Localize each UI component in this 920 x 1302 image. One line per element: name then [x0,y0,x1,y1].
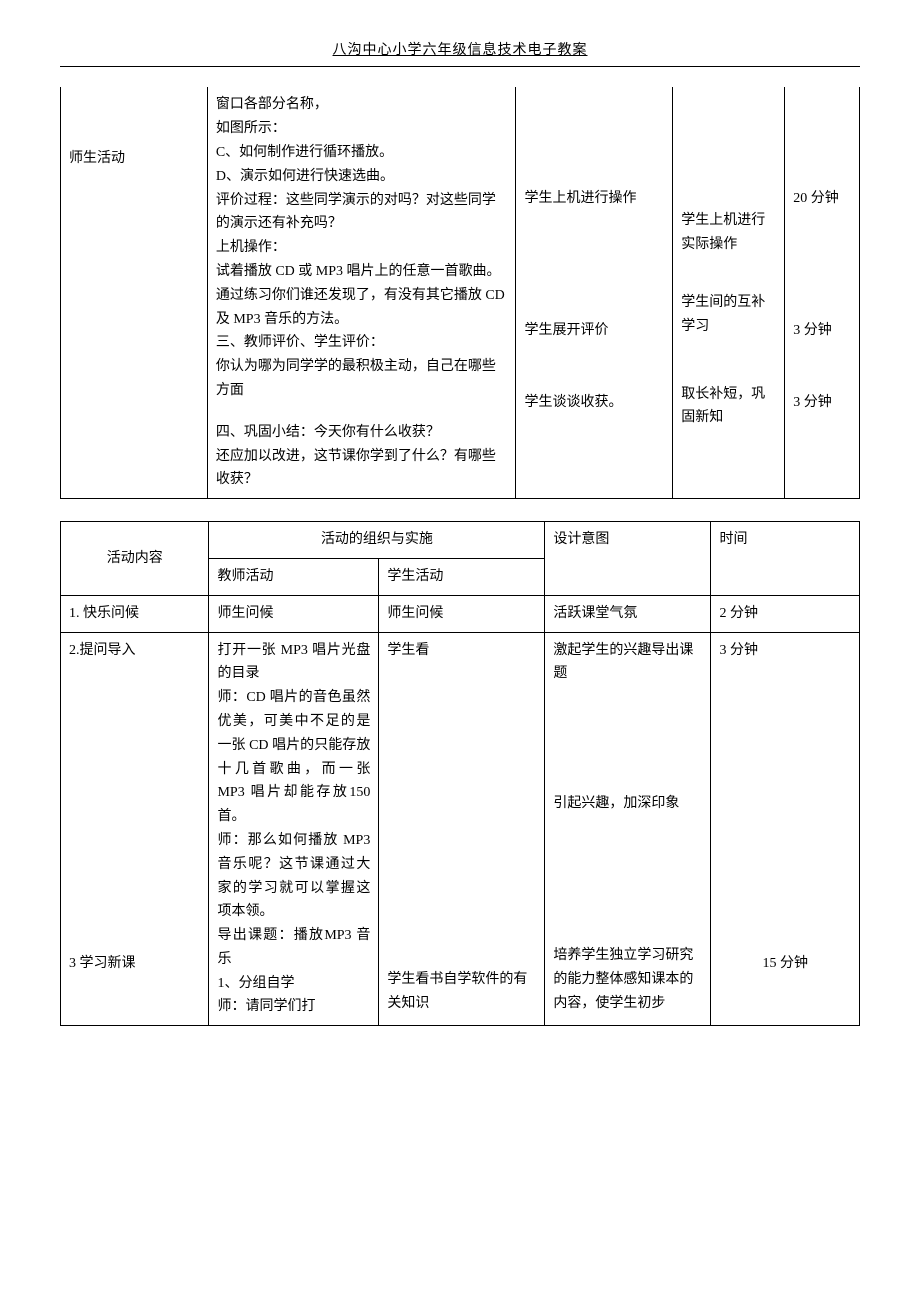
r2-t-p: 打开一张 MP3 唱片光盘的目录 [217,639,370,687]
page-header: 八沟中心小学六年级信息技术电子教案 [60,40,860,62]
r2-s-p: 学生看 [387,639,536,663]
time-line: 3 分钟 [793,391,851,415]
t-line: 窗口各部分名称， [216,93,508,117]
t-line: 你认为哪为同学学的最积极主动，自己在哪些方面 [216,355,508,403]
r1-intent: 活跃课堂气氛 [545,595,711,632]
student-activity-cell: 学生上机进行操作 学生展开评价 学生谈谈收获。 [516,87,673,498]
hdr-content: 活动内容 [61,522,209,596]
t-line: 如图所示： [216,117,508,141]
r2-time-1: 3 分钟 [719,639,851,663]
time-cell: 20 分钟 3 分钟 3 分钟 [785,87,860,498]
r1-content: 1. 快乐问候 [61,595,209,632]
row-label: 师生活动 [69,147,199,171]
r2-content-2: 3 学习新课 [69,952,200,976]
r2-s-p: 学生看书自学软件的有关知识 [387,968,536,1016]
t-line: 三、教师评价、学生评价： [216,331,508,355]
hdr-intent: 设计意图 [545,522,711,596]
hdr-student: 学生活动 [379,558,545,595]
r1-time: 2 分钟 [711,595,860,632]
t-line: 通过练习你们谁还发现了，有没有其它播放 CD 及 MP3 音乐的方法。 [216,284,508,332]
r2-content-1: 2.提问导入 [69,639,200,663]
r2-teacher: 打开一张 MP3 唱片光盘的目录 师：CD 唱片的音色虽然优美，可美中不足的是一… [209,632,379,1026]
r2-time-2: 15 分钟 [719,952,851,976]
t-line: 上机操作： [216,236,508,260]
t-line: 四、巩固小结：今天你有什么收获？ [216,421,508,445]
s-line: 学生谈谈收获。 [524,391,664,415]
intent-cell: 学生上机进行实际操作 学生间的互补学习 取长补短，巩固新知 [673,87,785,498]
lesson-table-1: 师生活动 窗口各部分名称， 如图所示： C、如何制作进行循环播放。 D、演示如何… [60,87,860,499]
s-line: 学生上机进行操作 [524,187,664,211]
teacher-activity-cell: 窗口各部分名称， 如图所示： C、如何制作进行循环播放。 D、演示如何进行快速选… [207,87,516,498]
r1-teacher: 师生问候 [209,595,379,632]
t-line: D、演示如何进行快速选曲。 [216,165,508,189]
r2-student: 学生看 学生看书自学软件的有关知识 [379,632,545,1026]
r1-student: 师生问候 [379,595,545,632]
r2-t-p: 师：CD 唱片的音色虽然优美，可美中不足的是一张 CD 唱片的只能存放十几首歌曲… [217,686,370,829]
r2-intent: 激起学生的兴趣导出课题 引起兴趣，加深印象 培养学生独立学习研究的能力整体感知课… [545,632,711,1026]
t-line: C、如何制作进行循环播放。 [216,141,508,165]
r2-content: 2.提问导入 3 学习新课 [61,632,209,1026]
r2-t-p: 师：那么如何播放 MP3 音乐呢？这节课通过大家的学习就可以掌握这项本领。 [217,829,370,924]
i-line: 取长补短，巩固新知 [681,383,776,431]
s-line: 学生展开评价 [524,319,664,343]
r2-time: 3 分钟 15 分钟 [711,632,860,1026]
time-line: 20 分钟 [793,187,851,211]
time-line: 3 分钟 [793,319,851,343]
r2-t-p: 导出课题：播放MP3 音乐 [217,924,370,972]
t-line: 评价过程：这些同学演示的对吗？对这些同学的演示还有补充吗？ [216,189,508,237]
r2-t-p: 师：请同学们打 [217,995,370,1019]
lesson-table-2: 活动内容 活动的组织与实施 设计意图 时间 教师活动 学生活动 1. 快乐问候 … [60,521,860,1026]
r2-i-p: 激起学生的兴趣导出课题 [553,639,702,687]
t-line: 还应加以改进，这节课你学到了什么？有哪些收获？ [216,445,508,493]
t-line: 试着播放 CD 或 MP3 唱片上的任意一首歌曲。 [216,260,508,284]
i-line: 学生间的互补学习 [681,291,776,339]
r2-i-p: 引起兴趣，加深印象 [553,792,702,816]
r2-i-p: 培养学生独立学习研究的能力整体感知课本的内容，使学生初步 [553,944,702,1015]
hdr-teacher: 教师活动 [209,558,379,595]
hdr-org: 活动的组织与实施 [209,522,545,559]
header-rule [60,66,860,67]
r2-t-p: 1、分组自学 [217,972,370,996]
i-line: 学生上机进行实际操作 [681,209,776,257]
hdr-time: 时间 [711,522,860,596]
row-label-cell: 师生活动 [61,87,208,498]
